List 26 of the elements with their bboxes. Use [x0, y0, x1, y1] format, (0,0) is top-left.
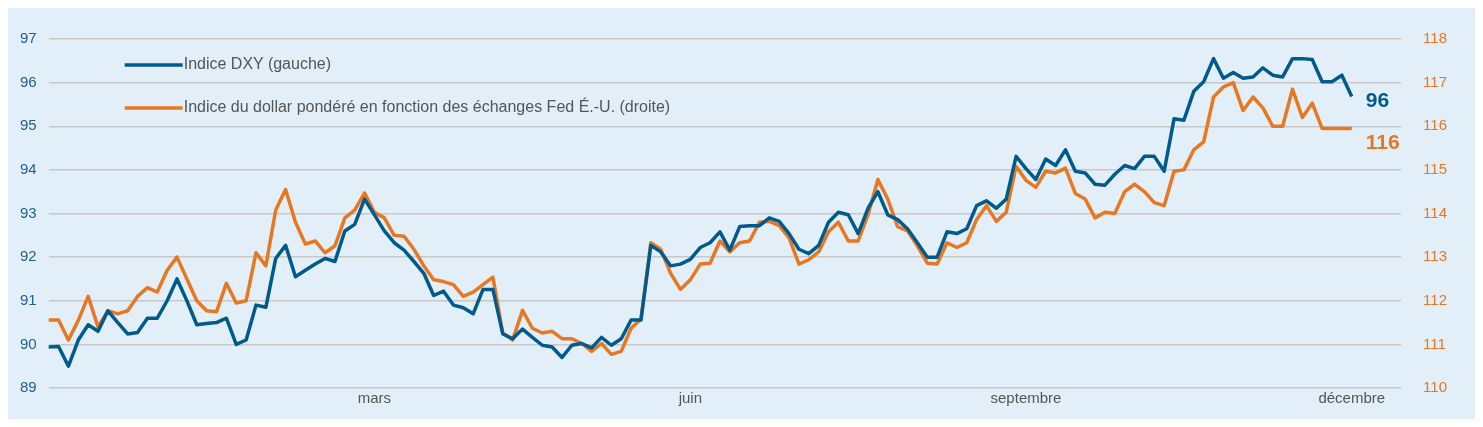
y2-tick-label: 111 — [1423, 334, 1446, 352]
y-tick-label: 95 — [20, 116, 37, 134]
y2-tick-label: 113 — [1423, 247, 1448, 265]
annotation: 96 — [1365, 88, 1390, 112]
y-tick-label: 92 — [20, 247, 37, 265]
legend-label: Indice DXY (gauche) — [183, 55, 332, 73]
y-tick-label: 93 — [20, 203, 37, 221]
annotation: 116 — [1365, 130, 1400, 154]
x-tick-label: juin — [677, 389, 703, 407]
y-tick-label: 90 — [20, 334, 37, 352]
y2-tick-label: 110 — [1423, 378, 1448, 396]
legend-label: Indice du dollar pondéré en fonction des échanges Fed É.-U. (droite) — [183, 97, 671, 116]
y-tick-label: 97 — [20, 29, 37, 47]
y-tick-label: 94 — [20, 160, 37, 178]
y-tick-label: 89 — [20, 378, 37, 396]
x-tick-label: décembre — [1318, 389, 1386, 407]
y2-tick-label: 116 — [1423, 116, 1448, 134]
y2-tick-label: 114 — [1423, 203, 1448, 221]
y-tick-label: 96 — [20, 72, 37, 90]
y2-tick-label: 117 — [1423, 72, 1448, 90]
y2-tick-label: 118 — [1423, 29, 1448, 47]
y-tick-label: 91 — [20, 290, 37, 308]
y2-tick-label: 115 — [1423, 160, 1448, 178]
y2-tick-label: 112 — [1423, 290, 1448, 308]
x-tick-label: mars — [357, 389, 392, 407]
x-tick-label: septembre — [990, 389, 1062, 407]
